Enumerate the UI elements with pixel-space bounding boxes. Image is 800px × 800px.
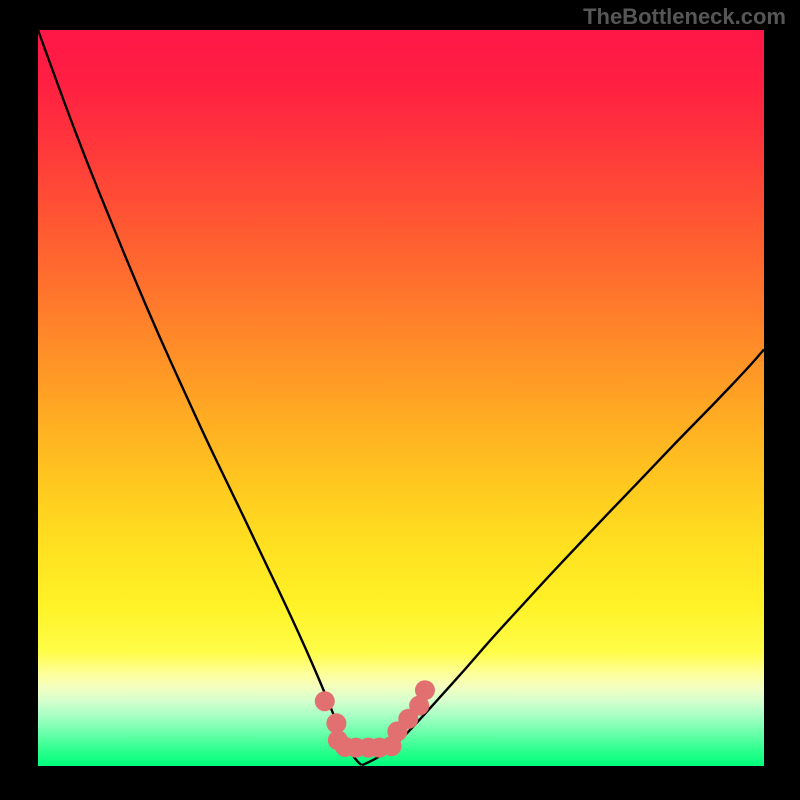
data-marker: [415, 680, 435, 700]
data-marker: [326, 713, 346, 733]
watermark-text: TheBottleneck.com: [583, 4, 786, 30]
plot-area: [38, 30, 764, 766]
data-marker: [315, 691, 335, 711]
marker-group: [315, 680, 435, 757]
left-bottleneck-curve: [38, 30, 362, 765]
chart-container: TheBottleneck.com: [0, 0, 800, 800]
chart-svg: [38, 30, 764, 766]
